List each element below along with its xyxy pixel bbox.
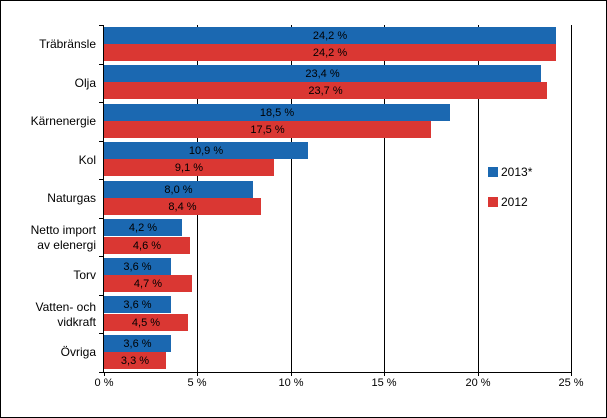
x-axis-line <box>103 372 572 373</box>
bar-2013-cat2: 18,5 % <box>104 104 450 121</box>
y-axis-tick <box>99 218 104 219</box>
gridline-25pct <box>571 25 572 372</box>
bar-value-label: 4,2 % <box>128 221 158 234</box>
x-tick-label-5pct: 5 % <box>187 377 207 389</box>
x-tick-label-20pct: 20 % <box>465 377 491 389</box>
bar-2013-cat8: 3,6 % <box>104 335 171 352</box>
bar-value-label: 3,3 % <box>120 354 150 367</box>
category-label-3: Kol <box>78 153 96 168</box>
gridline-20pct <box>478 25 479 372</box>
bar-value-label: 24,2 % <box>312 46 348 59</box>
bar-value-label: 9,1 % <box>174 161 204 174</box>
category-label-5: Netto import av elenergi <box>30 223 96 252</box>
bar-value-label: 23,7 % <box>308 84 343 97</box>
bar-2013-cat1: 23,4 % <box>104 65 541 82</box>
bar-value-label: 10,9 % <box>188 144 224 157</box>
legend-item-2013: 2013* <box>488 165 532 179</box>
bar-2012-cat2: 17,5 % <box>104 121 431 138</box>
bar-2013-cat7: 3,6 % <box>104 296 171 313</box>
bar-2013-cat5: 4,2 % <box>104 219 182 236</box>
category-label-7: Vatten- och vidkraft <box>35 300 96 329</box>
category-label-1: Olja <box>74 76 96 91</box>
y-axis-tick <box>99 102 104 103</box>
legend-label-2012: 2012 <box>501 195 528 209</box>
gridline-10pct <box>291 25 292 372</box>
x-tick-label-25pct: 25 % <box>558 377 584 389</box>
category-label-8: Övriga <box>60 345 96 360</box>
x-tick-label-15pct: 15 % <box>371 377 397 389</box>
bar-value-label: 8,4 % <box>168 200 197 213</box>
bar-value-label: 17,5 % <box>250 123 285 136</box>
category-label-0: Träbränsle <box>39 37 96 52</box>
x-tick-label-0pct: 0 % <box>94 377 114 389</box>
bar-value-label: 3,6 % <box>123 260 152 273</box>
bar-2012-cat8: 3,3 % <box>104 352 166 369</box>
y-axis-tick <box>99 64 104 65</box>
legend-swatch-2012-icon <box>488 197 498 207</box>
bar-2012-cat1: 23,7 % <box>104 82 547 99</box>
x-axis-tick <box>197 372 198 376</box>
bar-2013-cat0: 24,2 % <box>104 27 556 44</box>
x-axis-tick <box>291 372 292 376</box>
legend: 2013* 2012 <box>488 165 532 225</box>
bar-2012-cat4: 8,4 % <box>104 198 261 215</box>
y-axis-tick <box>99 256 104 257</box>
category-label-2: Kärnenergie <box>30 114 96 129</box>
category-label-4: Naturgas <box>47 191 96 206</box>
bar-value-label: 18,5 % <box>259 106 295 119</box>
bar-2012-cat0: 24,2 % <box>104 44 556 61</box>
bar-2012-cat5: 4,6 % <box>104 237 190 254</box>
y-axis-tick <box>99 372 104 373</box>
bar-2012-cat3: 9,1 % <box>104 159 274 176</box>
bar-value-label: 4,6 % <box>132 239 162 252</box>
bar-2012-cat6: 4,7 % <box>104 275 192 292</box>
bar-value-label: 23,4 % <box>305 67 340 80</box>
legend-swatch-2013-icon <box>488 167 498 177</box>
bar-2013-cat6: 3,6 % <box>104 258 171 275</box>
y-axis-tick <box>99 179 104 180</box>
x-axis-tick <box>104 372 105 376</box>
legend-item-2012: 2012 <box>488 195 532 209</box>
bar-value-label: 24,2 % <box>312 29 348 42</box>
x-tick-label-10pct: 10 % <box>278 377 304 389</box>
x-axis-tick <box>478 372 479 376</box>
bar-value-label: 3,6 % <box>123 337 152 350</box>
x-axis-tick <box>384 372 385 376</box>
y-axis-tick <box>99 333 104 334</box>
x-axis-tick <box>571 372 572 376</box>
bar-value-label: 8,0 % <box>164 183 193 196</box>
gridline-15pct <box>384 25 385 372</box>
bar-2013-cat3: 10,9 % <box>104 142 308 159</box>
y-axis-tick <box>99 141 104 142</box>
y-axis-line <box>103 25 104 372</box>
category-label-6: Torv <box>73 268 96 283</box>
bar-value-label: 3,6 % <box>123 298 152 311</box>
bar-2013-cat4: 8,0 % <box>104 181 253 198</box>
bar-2012-cat7: 4,5 % <box>104 314 188 331</box>
legend-label-2013: 2013* <box>501 165 533 179</box>
bar-value-label: 4,7 % <box>133 277 163 290</box>
y-axis-tick <box>99 295 104 296</box>
bar-value-label: 4,5 % <box>131 316 161 329</box>
y-axis-tick <box>99 25 104 26</box>
